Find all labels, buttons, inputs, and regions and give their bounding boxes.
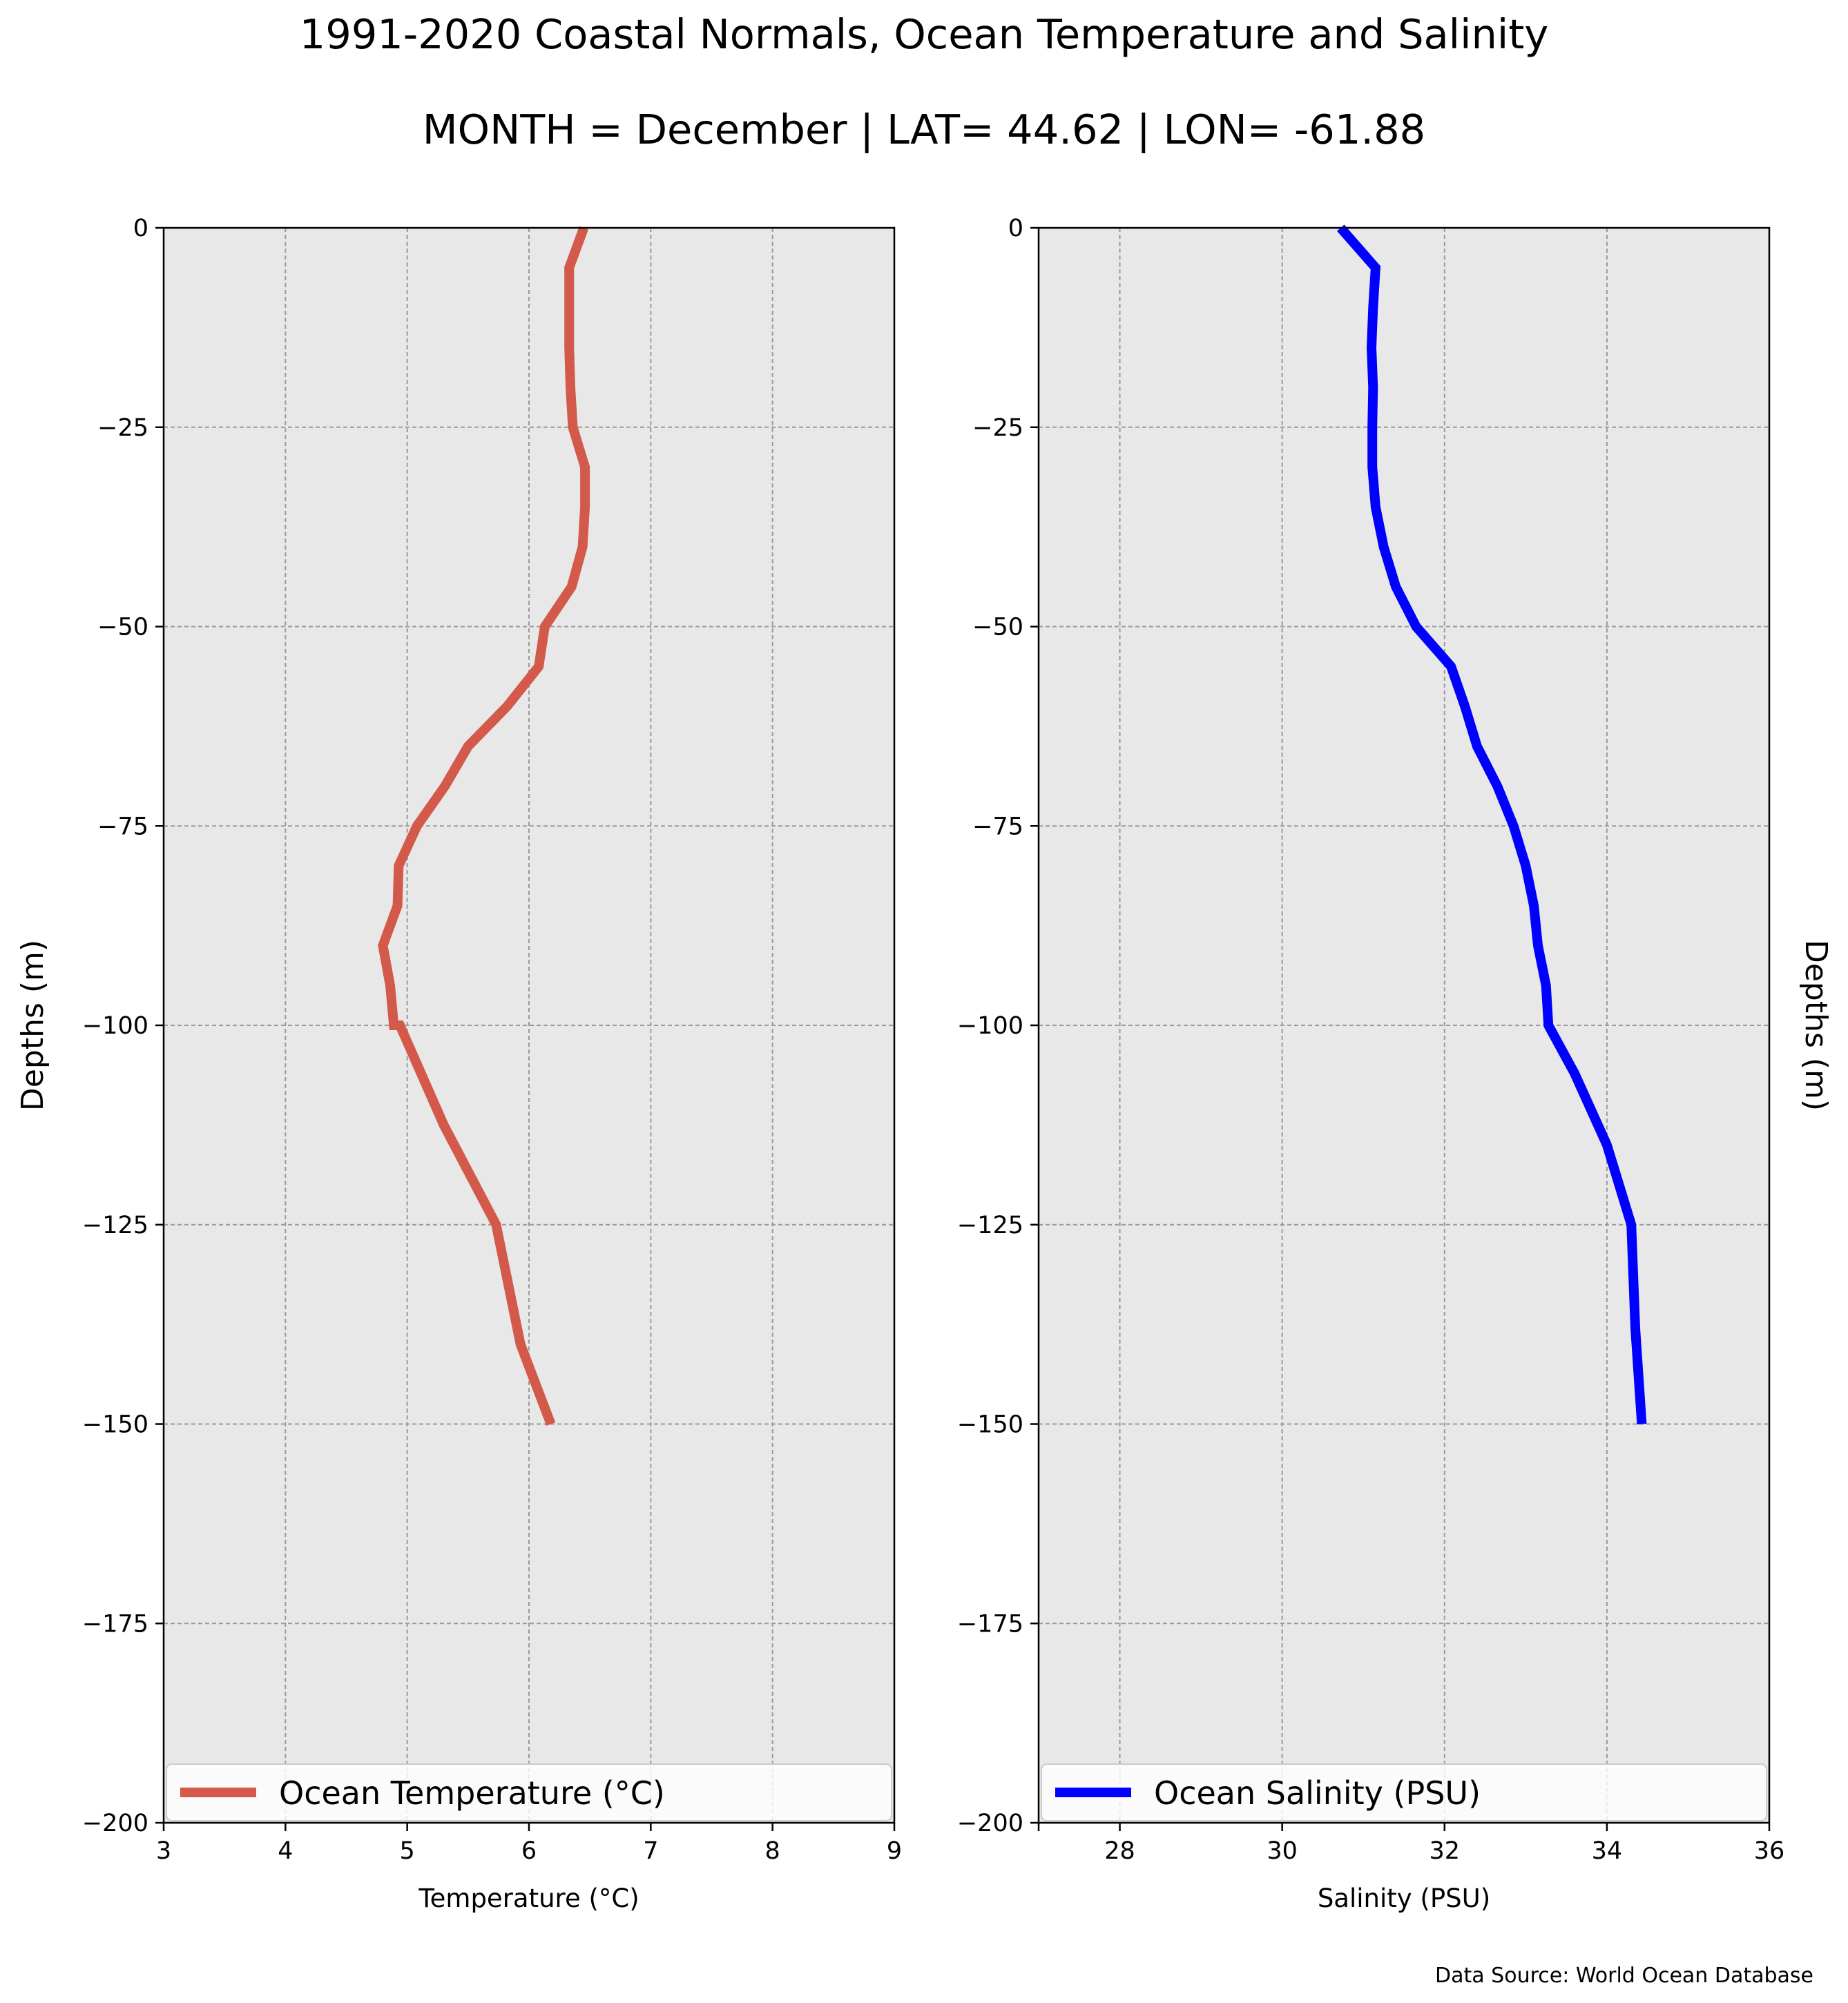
temp-y-axis-label: Depths (m) bbox=[15, 940, 50, 1111]
sal-y-tick-label: −50 bbox=[972, 614, 1023, 641]
sal-y-tick-label: 0 bbox=[1008, 215, 1023, 242]
sal-x-tick-label: 28 bbox=[1104, 1837, 1135, 1865]
temp-legend-box bbox=[166, 1763, 892, 1821]
temp-x-tick-label: 6 bbox=[521, 1837, 537, 1865]
sal-legend: Ocean Salinity (PSU) bbox=[1041, 1763, 1767, 1821]
sal-x-tick-label: 34 bbox=[1592, 1837, 1623, 1865]
sal-plot-area bbox=[1039, 228, 1769, 1823]
salinity-panel: Ocean Salinity (PSU) 28 30 32 34 36 0 −25 −50 −75… bbox=[957, 215, 1833, 1913]
temp-y-tick-label: −200 bbox=[82, 1810, 148, 1837]
sal-y-axis-label: Depths (m) bbox=[1798, 940, 1833, 1111]
temp-x-tick-label: 7 bbox=[643, 1837, 658, 1865]
sal-y-tick-label: −100 bbox=[957, 1012, 1023, 1040]
figure-subtitle: MONTH = December | LAT= 44.62 | LON= -61… bbox=[423, 106, 1425, 153]
temp-x-tick-label: 8 bbox=[765, 1837, 780, 1865]
sal-x-axis-label: Salinity (PSU) bbox=[1318, 1884, 1490, 1913]
data-source-note: Data Source: World Ocean Database bbox=[1435, 1964, 1813, 1988]
temp-x-tick-label: 5 bbox=[400, 1837, 415, 1865]
figure-title: 1991-2020 Coastal Normals, Ocean Tempera… bbox=[300, 10, 1549, 58]
temp-y-tick-label: −75 bbox=[97, 813, 148, 840]
sal-y-tick-label: −200 bbox=[957, 1810, 1023, 1837]
sal-legend-label: Ocean Salinity (PSU) bbox=[1154, 1774, 1481, 1812]
sal-x-tick-label: 32 bbox=[1430, 1837, 1461, 1865]
sal-y-tick-label: −75 bbox=[972, 813, 1023, 840]
temp-x-axis-label: Temperature (°C) bbox=[418, 1884, 639, 1913]
temp-y-tick-label: −25 bbox=[97, 414, 148, 442]
temp-legend: Ocean Temperature (°C) bbox=[166, 1763, 892, 1821]
temp-legend-label: Ocean Temperature (°C) bbox=[279, 1774, 665, 1812]
temp-x-tick-label: 3 bbox=[156, 1837, 171, 1865]
temp-y-tick-label: −150 bbox=[82, 1411, 148, 1439]
temp-x-tick-label: 4 bbox=[278, 1837, 293, 1865]
temperature-panel: Ocean Temperature (°C) 3 4 5 6 7 8 9 0 −25 −50 −75 −… bbox=[15, 215, 902, 1913]
temp-y-tick-label: −100 bbox=[82, 1012, 148, 1040]
sal-legend-box bbox=[1041, 1763, 1767, 1821]
temp-series-line bbox=[378, 226, 590, 1426]
temp-y-tick-label: −125 bbox=[82, 1212, 148, 1239]
sal-x-tick-label: 30 bbox=[1267, 1837, 1298, 1865]
temp-y-tick-label: 0 bbox=[133, 215, 148, 242]
sal-y-tick-label: −150 bbox=[957, 1411, 1023, 1439]
sal-series-line bbox=[1337, 224, 1647, 1424]
sal-y-tick-label: −175 bbox=[957, 1610, 1023, 1638]
temp-y-tick-label: −50 bbox=[97, 614, 148, 641]
sal-y-tick-label: −125 bbox=[957, 1212, 1023, 1239]
sal-y-tick-label: −25 bbox=[972, 414, 1023, 442]
temp-x-tick-label: 9 bbox=[887, 1837, 902, 1865]
temp-y-tick-label: −175 bbox=[82, 1610, 148, 1638]
sal-x-tick-label: 36 bbox=[1754, 1837, 1785, 1865]
